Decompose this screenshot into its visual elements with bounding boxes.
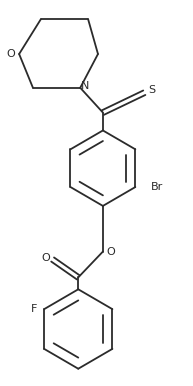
Text: Br: Br — [151, 182, 163, 192]
Text: F: F — [31, 304, 37, 314]
Text: S: S — [149, 85, 156, 95]
Text: O: O — [106, 247, 115, 257]
Text: N: N — [81, 81, 89, 91]
Text: O: O — [7, 49, 16, 59]
Text: O: O — [41, 252, 50, 262]
